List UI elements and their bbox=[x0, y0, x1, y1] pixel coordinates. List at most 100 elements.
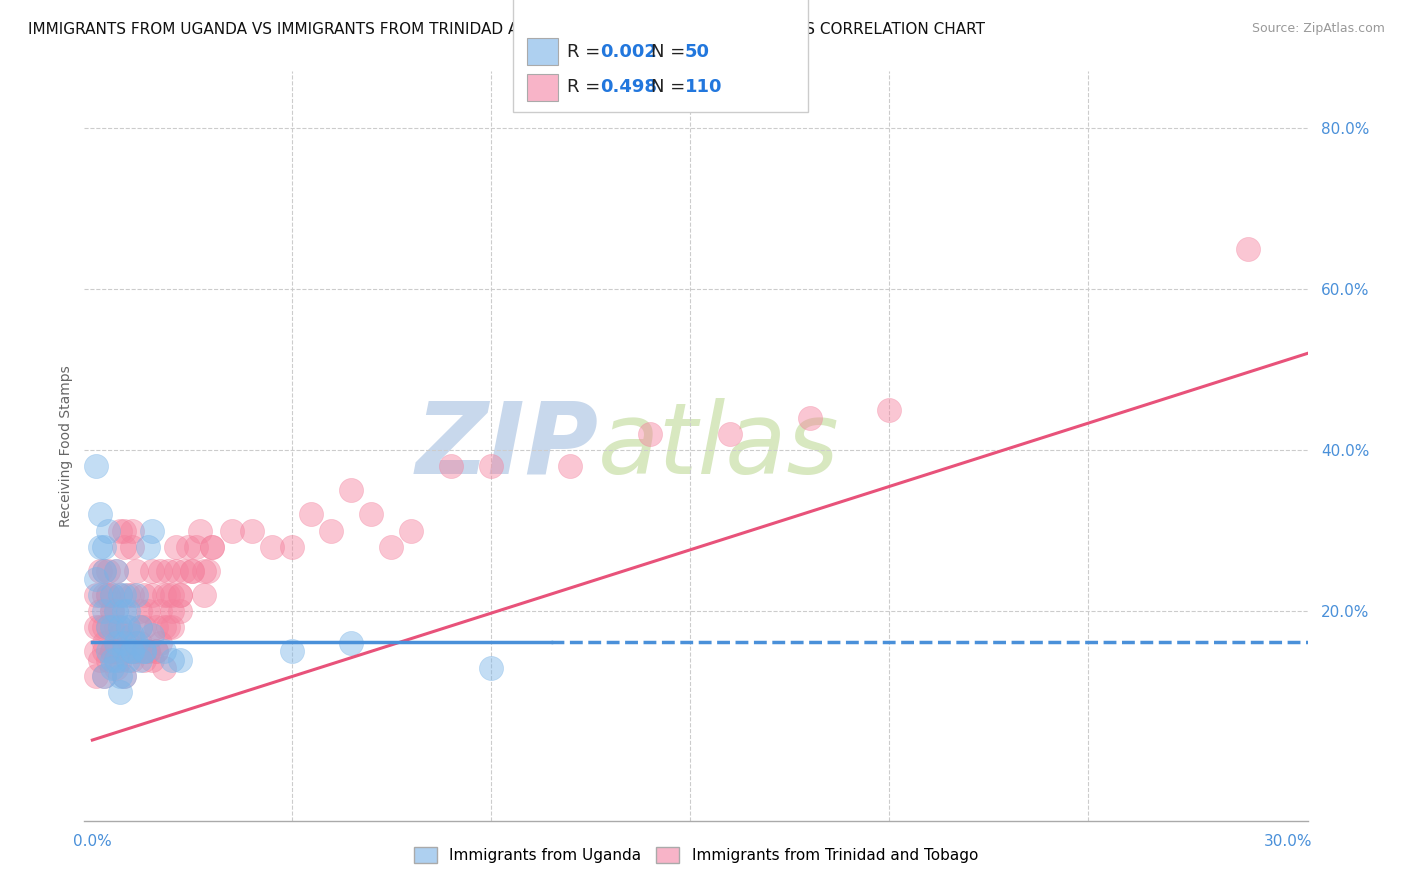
Point bbox=[117, 588, 139, 602]
Point bbox=[110, 524, 132, 538]
Point bbox=[105, 564, 128, 578]
Point bbox=[110, 588, 132, 602]
Point bbox=[89, 540, 111, 554]
Point bbox=[197, 564, 219, 578]
Point bbox=[153, 644, 176, 658]
Point bbox=[718, 426, 741, 441]
Point bbox=[97, 620, 120, 634]
Point bbox=[153, 620, 176, 634]
Point bbox=[157, 620, 180, 634]
Point bbox=[112, 668, 135, 682]
Point bbox=[101, 604, 124, 618]
Text: 110: 110 bbox=[685, 78, 723, 96]
Point bbox=[93, 620, 115, 634]
Point bbox=[129, 620, 152, 634]
Point bbox=[97, 652, 120, 666]
Point bbox=[136, 644, 159, 658]
Point bbox=[141, 652, 163, 666]
Text: 0.002: 0.002 bbox=[600, 43, 657, 61]
Point bbox=[117, 652, 139, 666]
Point bbox=[169, 588, 191, 602]
Point bbox=[101, 604, 124, 618]
Point bbox=[117, 636, 139, 650]
Point bbox=[145, 644, 167, 658]
Point bbox=[110, 620, 132, 634]
Point bbox=[86, 459, 108, 474]
Point bbox=[340, 483, 363, 498]
Point bbox=[93, 588, 115, 602]
Point bbox=[149, 636, 172, 650]
Point bbox=[134, 620, 156, 634]
Point bbox=[112, 540, 135, 554]
Point bbox=[121, 644, 143, 658]
Point bbox=[149, 564, 172, 578]
Point bbox=[121, 540, 143, 554]
Point bbox=[89, 588, 111, 602]
Point bbox=[125, 588, 148, 602]
Point bbox=[125, 636, 148, 650]
Point bbox=[193, 564, 215, 578]
Point bbox=[110, 652, 132, 666]
Point bbox=[112, 588, 135, 602]
Point bbox=[134, 644, 156, 658]
Point bbox=[160, 652, 183, 666]
Point bbox=[638, 426, 661, 441]
Point bbox=[121, 588, 143, 602]
Point bbox=[97, 588, 120, 602]
Point bbox=[181, 564, 204, 578]
Point bbox=[105, 620, 128, 634]
Point bbox=[136, 540, 159, 554]
Point bbox=[110, 588, 132, 602]
Point bbox=[97, 524, 120, 538]
Point bbox=[877, 402, 900, 417]
Point bbox=[157, 588, 180, 602]
Point bbox=[129, 604, 152, 618]
Text: R =: R = bbox=[567, 78, 606, 96]
Point bbox=[145, 644, 167, 658]
Point bbox=[97, 564, 120, 578]
Point bbox=[93, 668, 115, 682]
Point bbox=[86, 644, 108, 658]
Point bbox=[201, 540, 224, 554]
Point bbox=[301, 508, 323, 522]
Point bbox=[97, 588, 120, 602]
Point bbox=[169, 604, 191, 618]
Point bbox=[105, 660, 128, 674]
Point bbox=[93, 644, 115, 658]
Point bbox=[141, 524, 163, 538]
Point bbox=[399, 524, 422, 538]
Point bbox=[129, 620, 152, 634]
Point bbox=[117, 604, 139, 618]
Point bbox=[560, 459, 582, 474]
Point bbox=[380, 540, 402, 554]
Point bbox=[125, 644, 148, 658]
Point bbox=[165, 540, 187, 554]
Point bbox=[160, 620, 183, 634]
Text: N =: N = bbox=[651, 43, 690, 61]
Point bbox=[173, 564, 195, 578]
Point bbox=[101, 588, 124, 602]
Point bbox=[134, 644, 156, 658]
Point bbox=[105, 644, 128, 658]
Point bbox=[93, 668, 115, 682]
Point bbox=[86, 620, 108, 634]
Point bbox=[105, 604, 128, 618]
Point bbox=[188, 524, 211, 538]
Y-axis label: Receiving Food Stamps: Receiving Food Stamps bbox=[59, 365, 73, 527]
Point bbox=[134, 652, 156, 666]
Point bbox=[121, 628, 143, 642]
Text: ZIP: ZIP bbox=[415, 398, 598, 494]
Point bbox=[121, 524, 143, 538]
Point bbox=[101, 644, 124, 658]
Point bbox=[101, 660, 124, 674]
Point bbox=[97, 644, 120, 658]
Point bbox=[340, 636, 363, 650]
Point bbox=[153, 660, 176, 674]
Point bbox=[157, 564, 180, 578]
Point bbox=[193, 588, 215, 602]
Point bbox=[89, 604, 111, 618]
Point bbox=[799, 410, 821, 425]
Point bbox=[280, 540, 302, 554]
Point bbox=[97, 620, 120, 634]
Point bbox=[479, 459, 502, 474]
